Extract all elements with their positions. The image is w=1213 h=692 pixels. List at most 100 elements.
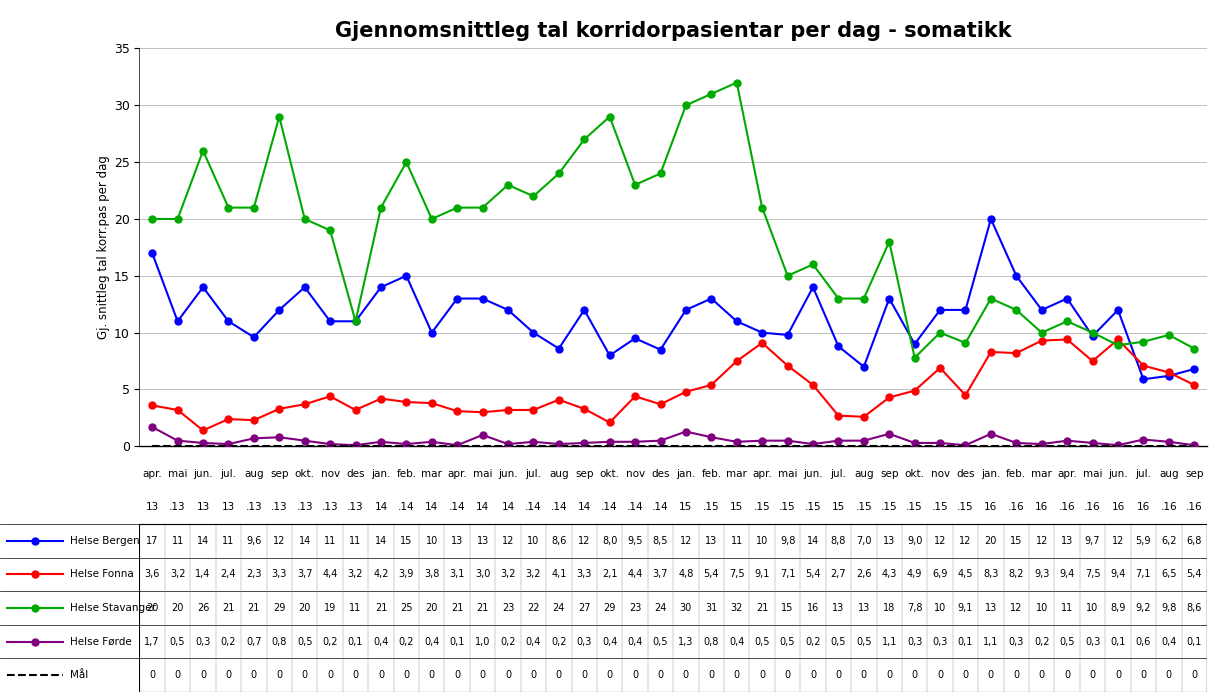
Text: .16: .16: [1059, 502, 1076, 512]
Text: 6,8: 6,8: [1186, 536, 1202, 546]
Text: des: des: [651, 468, 670, 479]
Text: 10: 10: [1036, 603, 1048, 613]
Text: 0: 0: [657, 670, 664, 680]
Text: 0,2: 0,2: [221, 637, 237, 646]
Text: 0: 0: [861, 670, 867, 680]
Text: 12: 12: [959, 536, 972, 546]
Text: 0,5: 0,5: [780, 637, 796, 646]
Text: 15: 15: [781, 603, 793, 613]
Text: 11: 11: [349, 536, 361, 546]
Text: .15: .15: [957, 502, 974, 512]
Text: okt.: okt.: [905, 468, 924, 479]
Text: 0,5: 0,5: [653, 637, 668, 646]
Text: 0: 0: [505, 670, 511, 680]
Text: 0,5: 0,5: [754, 637, 770, 646]
Text: okt.: okt.: [295, 468, 314, 479]
Text: 9,5: 9,5: [627, 536, 643, 546]
Text: 15: 15: [730, 502, 744, 512]
Text: .15: .15: [753, 502, 770, 512]
Text: 30: 30: [679, 603, 693, 613]
Text: 0: 0: [1013, 670, 1019, 680]
Text: 0,2: 0,2: [399, 637, 414, 646]
Text: 8,3: 8,3: [984, 570, 998, 579]
Text: 15: 15: [832, 502, 845, 512]
Text: 3,2: 3,2: [348, 570, 363, 579]
Text: 12: 12: [934, 536, 946, 546]
Text: 11: 11: [324, 536, 336, 546]
Text: 12: 12: [273, 536, 285, 546]
Text: 4,3: 4,3: [882, 570, 896, 579]
Text: 0,3: 0,3: [907, 637, 922, 646]
Text: sep: sep: [575, 468, 593, 479]
Text: 1,1: 1,1: [984, 637, 998, 646]
Text: .14: .14: [449, 502, 466, 512]
Text: 6,5: 6,5: [1161, 570, 1177, 579]
Text: 7,8: 7,8: [907, 603, 922, 613]
Text: Helse Stavanger: Helse Stavanger: [70, 603, 155, 613]
Text: 10: 10: [1087, 603, 1099, 613]
Text: 12: 12: [502, 536, 514, 546]
Text: 9,6: 9,6: [246, 536, 262, 546]
Text: 13: 13: [832, 603, 844, 613]
Text: 9,1: 9,1: [958, 603, 973, 613]
Text: mai: mai: [1083, 468, 1103, 479]
Text: .13: .13: [296, 502, 313, 512]
Text: 23: 23: [502, 603, 514, 613]
Text: 0: 0: [353, 670, 359, 680]
Text: 12: 12: [579, 536, 591, 546]
Text: .16: .16: [1186, 502, 1202, 512]
Text: 9,2: 9,2: [1135, 603, 1151, 613]
Text: 0,5: 0,5: [831, 637, 847, 646]
Text: mar: mar: [727, 468, 747, 479]
Text: mai: mai: [778, 468, 797, 479]
Text: 0,1: 0,1: [958, 637, 973, 646]
Text: 2,7: 2,7: [831, 570, 847, 579]
Text: 6,2: 6,2: [1161, 536, 1177, 546]
Text: 0: 0: [428, 670, 434, 680]
Text: 0: 0: [1038, 670, 1044, 680]
Text: 14: 14: [298, 536, 311, 546]
Text: .15: .15: [881, 502, 898, 512]
Text: 18: 18: [883, 603, 895, 613]
Text: jun.: jun.: [803, 468, 822, 479]
Text: 21: 21: [756, 603, 768, 613]
Text: 0,5: 0,5: [856, 637, 872, 646]
Text: 15: 15: [400, 536, 412, 546]
Text: 0: 0: [759, 670, 765, 680]
Text: mai: mai: [167, 468, 187, 479]
Text: 0: 0: [912, 670, 918, 680]
Text: 0: 0: [987, 670, 993, 680]
Text: 9,4: 9,4: [1110, 570, 1126, 579]
Text: 24: 24: [553, 603, 565, 613]
Text: 9,3: 9,3: [1033, 570, 1049, 579]
Text: mar: mar: [1031, 468, 1052, 479]
Text: 3,6: 3,6: [144, 570, 160, 579]
Text: feb.: feb.: [397, 468, 416, 479]
Text: 5,4: 5,4: [1186, 570, 1202, 579]
Text: 11: 11: [171, 536, 183, 546]
Text: 26: 26: [197, 603, 209, 613]
Text: jul.: jul.: [525, 468, 541, 479]
Text: 20: 20: [985, 536, 997, 546]
Text: 0,1: 0,1: [348, 637, 363, 646]
Text: 1,0: 1,0: [475, 637, 490, 646]
Text: 8,2: 8,2: [1008, 570, 1024, 579]
Text: .13: .13: [170, 502, 186, 512]
Text: 16: 16: [1137, 502, 1150, 512]
Text: 16: 16: [1035, 502, 1048, 512]
Text: 0: 0: [785, 670, 791, 680]
Text: 3,2: 3,2: [525, 570, 541, 579]
Text: 29: 29: [273, 603, 285, 613]
Text: sep: sep: [270, 468, 289, 479]
Text: 0: 0: [734, 670, 740, 680]
Text: 13: 13: [146, 502, 159, 512]
Text: Helse Bergen: Helse Bergen: [70, 536, 139, 546]
Text: 14: 14: [577, 502, 591, 512]
Text: 0: 0: [708, 670, 714, 680]
Text: 9,8: 9,8: [780, 536, 796, 546]
Text: 0: 0: [530, 670, 536, 680]
Text: .15: .15: [704, 502, 719, 512]
Text: 16: 16: [807, 603, 819, 613]
Text: 0,8: 0,8: [272, 637, 287, 646]
Text: 17: 17: [146, 536, 159, 546]
